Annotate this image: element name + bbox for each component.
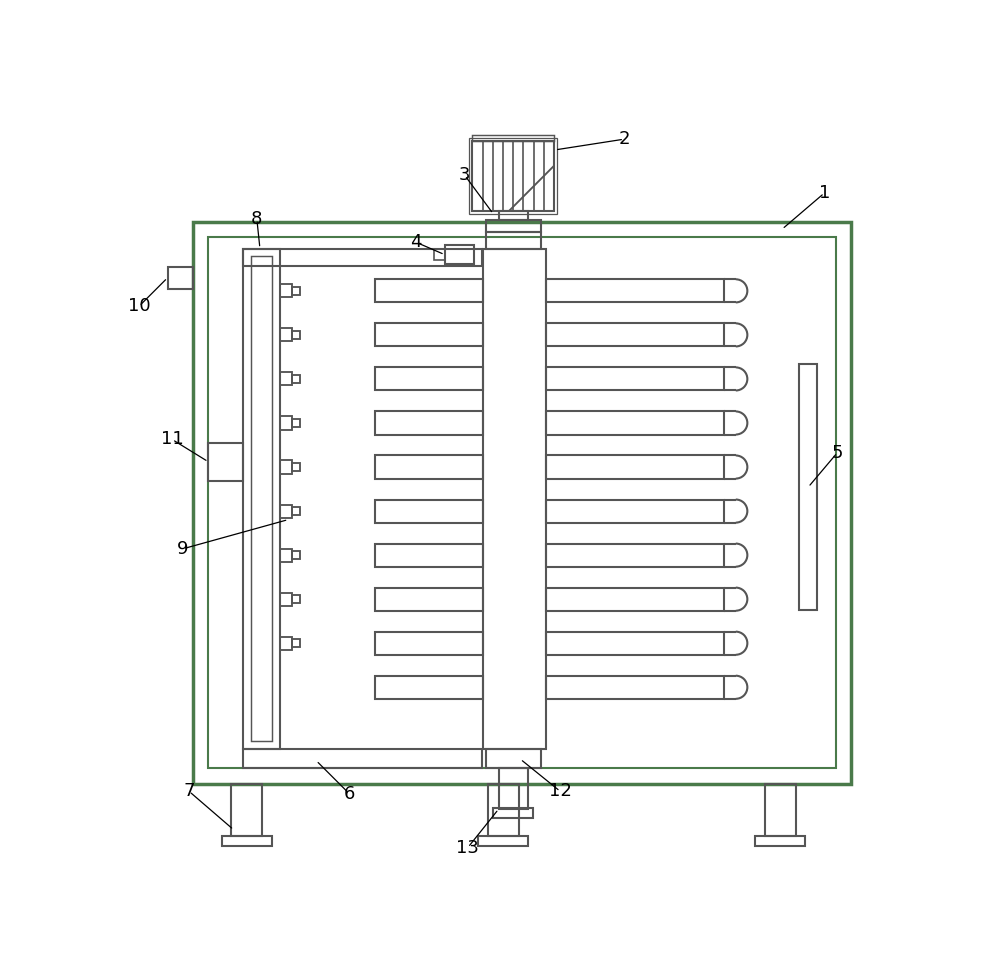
Bar — [375, 632, 483, 655]
Text: 8: 8 — [251, 211, 263, 228]
Bar — [280, 637, 292, 650]
Bar — [765, 784, 796, 836]
Bar — [292, 286, 300, 295]
Text: 5: 5 — [832, 444, 843, 462]
Bar — [375, 544, 483, 566]
Bar — [243, 249, 482, 267]
Bar — [493, 808, 533, 818]
Text: 9: 9 — [177, 540, 189, 558]
Bar — [280, 549, 292, 562]
Bar — [168, 267, 193, 288]
Bar — [375, 323, 483, 347]
Bar — [280, 505, 292, 517]
Bar — [472, 135, 554, 141]
Text: 3: 3 — [459, 167, 471, 184]
Bar — [546, 588, 724, 611]
Text: 10: 10 — [128, 297, 150, 316]
Bar — [445, 245, 474, 264]
Bar — [292, 330, 300, 339]
Bar — [251, 256, 272, 741]
Text: 1: 1 — [819, 184, 830, 202]
Bar — [546, 323, 724, 347]
Bar — [478, 836, 528, 846]
Bar — [486, 231, 541, 249]
Bar — [375, 368, 483, 390]
Bar — [280, 372, 292, 385]
Bar — [499, 211, 528, 220]
Bar — [292, 595, 300, 604]
Bar — [375, 456, 483, 478]
Bar — [488, 784, 519, 836]
Bar — [799, 364, 817, 611]
Bar — [193, 221, 851, 784]
Text: 2: 2 — [618, 130, 630, 148]
Bar — [755, 836, 805, 846]
Bar — [375, 279, 483, 303]
Bar — [208, 443, 243, 481]
Bar — [222, 836, 272, 846]
Bar — [499, 768, 528, 809]
Bar — [292, 374, 300, 383]
Bar — [292, 639, 300, 648]
Bar — [280, 593, 292, 606]
Text: 7: 7 — [183, 782, 195, 801]
Bar — [375, 588, 483, 611]
Bar — [375, 412, 483, 434]
Bar — [375, 675, 483, 699]
Bar — [546, 456, 724, 478]
Text: 13: 13 — [456, 839, 479, 857]
Bar — [243, 749, 482, 768]
Bar — [472, 141, 554, 211]
Bar — [375, 500, 483, 522]
Bar — [280, 461, 292, 473]
Bar — [208, 237, 836, 768]
Bar — [546, 675, 724, 699]
Bar — [280, 416, 292, 429]
Bar — [292, 551, 300, 560]
Bar — [280, 328, 292, 341]
Bar — [486, 749, 541, 768]
Bar — [486, 220, 541, 231]
Bar — [434, 249, 445, 260]
Bar — [243, 249, 280, 749]
Bar — [546, 412, 724, 434]
Text: 12: 12 — [549, 782, 572, 801]
Bar — [280, 284, 292, 297]
Bar — [469, 138, 557, 214]
Bar — [292, 418, 300, 427]
Text: 11: 11 — [161, 430, 184, 449]
Bar — [292, 507, 300, 515]
Bar — [546, 632, 724, 655]
Bar — [483, 249, 546, 749]
Bar — [546, 500, 724, 522]
Bar — [292, 463, 300, 471]
Bar — [546, 544, 724, 566]
Bar — [231, 784, 262, 836]
Bar — [546, 279, 724, 303]
Text: 4: 4 — [411, 233, 422, 251]
Bar — [546, 368, 724, 390]
Text: 6: 6 — [344, 785, 355, 803]
